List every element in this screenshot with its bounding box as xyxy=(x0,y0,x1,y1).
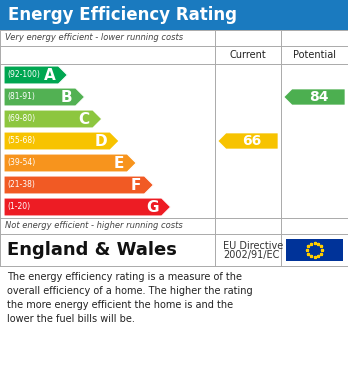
Text: G: G xyxy=(146,199,159,215)
Text: 84: 84 xyxy=(309,90,328,104)
Text: (55-68): (55-68) xyxy=(7,136,35,145)
Text: Energy Efficiency Rating: Energy Efficiency Rating xyxy=(8,6,237,24)
Polygon shape xyxy=(4,198,171,216)
Text: B: B xyxy=(61,90,73,104)
Text: (21-38): (21-38) xyxy=(7,181,35,190)
Polygon shape xyxy=(218,133,278,149)
Text: (81-91): (81-91) xyxy=(7,93,35,102)
Polygon shape xyxy=(4,176,153,194)
Polygon shape xyxy=(4,154,136,172)
Text: EU Directive: EU Directive xyxy=(223,241,283,251)
Text: Potential: Potential xyxy=(293,50,336,60)
Bar xyxy=(0,0,348,30)
Text: F: F xyxy=(131,178,141,192)
Text: E: E xyxy=(114,156,124,170)
Text: Current: Current xyxy=(230,50,266,60)
Polygon shape xyxy=(284,89,345,105)
Text: (69-80): (69-80) xyxy=(7,115,35,124)
Polygon shape xyxy=(4,88,85,106)
Text: 66: 66 xyxy=(242,134,262,148)
Text: Very energy efficient - lower running costs: Very energy efficient - lower running co… xyxy=(5,34,183,43)
Text: Not energy efficient - higher running costs: Not energy efficient - higher running co… xyxy=(5,221,183,231)
Text: (1-20): (1-20) xyxy=(7,203,30,212)
Text: A: A xyxy=(44,68,55,83)
Text: D: D xyxy=(94,133,107,149)
Polygon shape xyxy=(4,66,68,84)
Text: (92-100): (92-100) xyxy=(7,70,40,79)
Text: The energy efficiency rating is a measure of the
overall efficiency of a home. T: The energy efficiency rating is a measur… xyxy=(7,272,253,324)
Bar xyxy=(0,234,348,266)
Text: C: C xyxy=(79,111,90,127)
Text: 2002/91/EC: 2002/91/EC xyxy=(223,250,279,260)
Polygon shape xyxy=(4,110,102,128)
Bar xyxy=(286,239,343,261)
Polygon shape xyxy=(4,132,119,150)
Text: (39-54): (39-54) xyxy=(7,158,35,167)
Text: England & Wales: England & Wales xyxy=(7,241,177,259)
